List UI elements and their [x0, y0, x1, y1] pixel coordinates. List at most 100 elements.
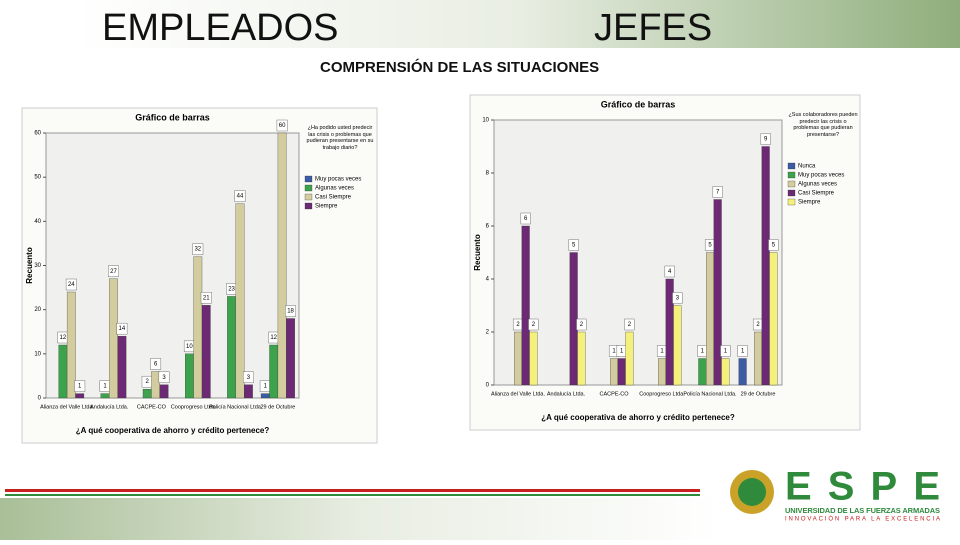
legend-label: Algunas veces: [315, 186, 354, 192]
x-tick-label: 29 de Octubre: [260, 404, 295, 410]
data-label: 10: [186, 344, 193, 350]
data-label: 5: [772, 243, 776, 249]
legend-label: Muy pocas veces: [798, 173, 844, 179]
plot-area: [493, 119, 783, 386]
chart-title: Gráfico de barras: [135, 112, 210, 122]
data-label: 2: [628, 322, 632, 328]
bar: [529, 331, 538, 386]
bar: [193, 256, 203, 399]
header-left: EMPLEADOS: [102, 7, 339, 49]
data-label-box: [74, 380, 86, 392]
bar: [569, 252, 578, 386]
legend-swatch: [304, 193, 313, 201]
data-label: 32: [194, 247, 201, 253]
data-label: 24: [68, 282, 75, 288]
data-label: 1: [724, 349, 728, 355]
data-label: 1: [78, 384, 82, 390]
subtitle: COMPRENSIÓN DE LAS SITUACIONES: [320, 58, 599, 76]
bar: [58, 344, 68, 399]
chart: Gráfico de barras Recuento ¿A qué cooperat…: [21, 107, 378, 444]
legend-label: Siempre: [798, 200, 821, 206]
bar: [706, 252, 714, 386]
bar: [514, 331, 522, 386]
x-axis-label: ¿A qué cooperativa de ahorro y crédito p…: [541, 413, 735, 422]
bar: [698, 358, 707, 386]
bar: [159, 384, 169, 399]
legend-title: ¿Sus colaboradores pueden predecir las c…: [788, 112, 858, 138]
logo-name: ESPE: [785, 465, 940, 509]
footer-band: [0, 498, 720, 540]
y-tick-label: 10: [34, 351, 41, 357]
legend-label: Casi Siempre: [798, 191, 835, 197]
x-tick-label: 29 de Octubre: [741, 391, 776, 397]
data-label-box: [276, 119, 288, 132]
bar: [277, 132, 287, 399]
data-label: 6: [154, 362, 158, 368]
data-label: 14: [119, 326, 126, 332]
bar: [117, 336, 127, 399]
data-label: 1: [612, 349, 616, 355]
data-label-box: [760, 133, 771, 145]
x-tick-label: Cooprogreso Ltda.: [171, 404, 217, 410]
bar: [109, 278, 118, 399]
data-label: 12: [60, 335, 67, 341]
data-label: 6: [524, 216, 528, 222]
data-label-box: [158, 371, 170, 383]
legend-swatch: [787, 171, 796, 179]
y-axis-label: Recuento: [473, 234, 482, 271]
logo: ESPE UNIVERSIDAD DE LAS FUERZAS ARMADAS …: [730, 465, 940, 523]
bar: [260, 393, 270, 399]
bar: [617, 358, 626, 386]
legend-label: Algunas veces: [798, 182, 837, 188]
data-label: 21: [203, 295, 210, 301]
y-tick-label: 60: [34, 131, 41, 137]
legend-title: ¿Ha podido usted predecir las crisis o p…: [306, 125, 374, 151]
legend-title-box: ¿Ha podido usted predecir las crisis o p…: [306, 125, 374, 151]
x-tick-label: Andalucía Ltda.: [90, 404, 129, 410]
data-label: 1: [660, 349, 664, 355]
data-label: 3: [676, 296, 680, 302]
y-tick-label: 30: [34, 263, 41, 269]
data-label-box: [712, 186, 723, 198]
legend-swatch: [304, 202, 313, 210]
data-label: 7: [716, 190, 720, 196]
y-tick-label: 2: [486, 330, 490, 336]
x-tick-label: Alianza del Valle Ltda.: [40, 404, 94, 410]
legend-title-box: ¿Sus colaboradores pueden predecir las c…: [788, 112, 858, 138]
data-label-box: [116, 322, 128, 335]
x-tick-label: Andalucía Ltda.: [547, 391, 586, 397]
bar: [235, 203, 245, 399]
data-label-box: [65, 278, 77, 291]
legend-label: Casi Siempre: [315, 195, 352, 201]
legend-label: Nunca: [798, 164, 816, 170]
footer-line: [5, 494, 700, 496]
y-tick-label: 6: [486, 224, 490, 230]
bar: [610, 358, 618, 386]
bar: [754, 331, 762, 386]
bar: [100, 393, 110, 399]
data-label-box: [768, 239, 779, 251]
data-label-box: [624, 318, 635, 331]
x-tick-label: Cooprogreso Ltda.: [639, 391, 685, 397]
data-label: 1: [620, 349, 624, 355]
bar: [713, 199, 722, 386]
data-label-box: [234, 190, 246, 202]
bar: [227, 296, 236, 399]
bar: [286, 318, 295, 399]
data-label: 1: [103, 384, 107, 390]
bar: [269, 344, 279, 399]
data-label: 60: [279, 123, 286, 129]
data-label: 2: [516, 322, 520, 328]
bar: [66, 291, 76, 399]
chart: Gráfico de barras Recuento ¿A qué cooperat…: [469, 94, 861, 431]
data-label: 3: [247, 375, 251, 381]
logo-line1: UNIVERSIDAD DE LAS FUERZAS ARMADAS: [785, 506, 940, 515]
data-label-box: [672, 292, 683, 304]
y-tick-label: 10: [482, 118, 489, 124]
bar: [142, 389, 152, 399]
x-tick-label: Alianza del Valle Ltda.: [491, 391, 545, 397]
y-tick-label: 0: [38, 396, 42, 402]
data-label: 44: [237, 194, 244, 200]
header-band: [75, 0, 960, 48]
legend-swatch: [304, 184, 313, 192]
